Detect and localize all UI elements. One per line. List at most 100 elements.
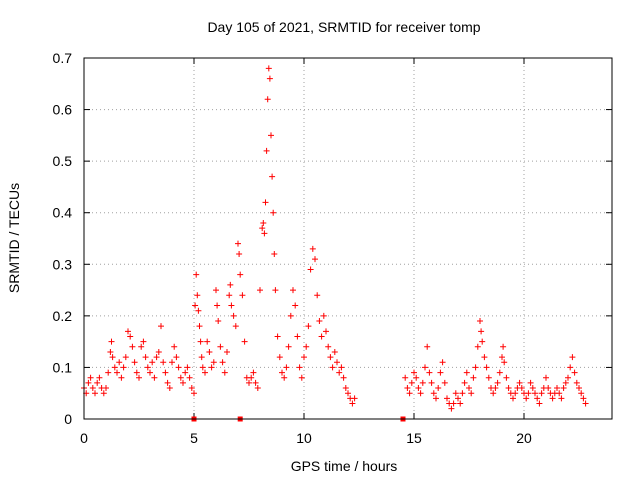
data-point (100, 390, 107, 397)
y-tick-label: 0.3 (53, 256, 73, 272)
data-point (562, 379, 569, 386)
data-point (351, 395, 358, 402)
data-point (96, 374, 103, 381)
data-point (191, 390, 197, 397)
data-point (285, 343, 292, 350)
data-point (237, 271, 244, 278)
data-point (198, 354, 205, 361)
data-point (463, 369, 470, 376)
data-point (560, 385, 567, 392)
data-point (340, 374, 347, 381)
data-point (481, 354, 488, 361)
data-point (248, 374, 255, 381)
data-point (265, 65, 272, 72)
data-point (210, 359, 217, 366)
data-point (444, 395, 450, 402)
data-point (182, 369, 189, 376)
x-tick-label: 15 (406, 430, 422, 446)
data-point (103, 385, 109, 392)
data-point (144, 364, 151, 371)
data-point (257, 287, 263, 294)
data-point (461, 379, 468, 386)
data-point (228, 302, 235, 309)
data-point (424, 343, 431, 350)
data-point (573, 379, 580, 386)
data-point (116, 359, 123, 366)
x-axis-label: GPS time / hours (291, 458, 398, 474)
data-point (214, 302, 221, 309)
data-point (262, 199, 269, 206)
data-point (164, 379, 171, 386)
data-point (120, 364, 127, 371)
data-point (492, 385, 499, 392)
data-point (109, 354, 116, 361)
data-point (219, 359, 226, 366)
data-point (494, 379, 501, 386)
data-point (122, 354, 129, 361)
data-point (260, 220, 267, 227)
data-point (470, 374, 477, 381)
data-point (323, 328, 329, 335)
data-point (448, 405, 455, 412)
data-point (485, 374, 492, 381)
data-point (523, 395, 530, 402)
data-point (87, 374, 94, 381)
data-point (114, 369, 120, 376)
data-point (452, 390, 459, 397)
data-point (411, 369, 417, 376)
data-point (250, 369, 257, 376)
data-point (160, 359, 167, 366)
x-tick-label: 20 (516, 430, 532, 446)
data-point (518, 385, 525, 392)
data-point (85, 379, 92, 386)
data-point (320, 312, 327, 319)
data-point (151, 374, 158, 381)
data-point (437, 369, 444, 376)
data-point (272, 287, 279, 294)
data-point (166, 385, 173, 392)
y-tick-label: 0.2 (53, 308, 73, 324)
data-point (558, 395, 565, 402)
data-point (298, 374, 305, 381)
data-point (276, 354, 283, 361)
data-point (252, 379, 259, 386)
data-point (195, 307, 202, 314)
data-point (290, 287, 296, 294)
axis-ticks: 0 0.1 0.2 0.3 0.4 0.5 0.6 0.7 0 5 10 15 20 (53, 50, 612, 446)
data-point (345, 390, 351, 397)
data-point (510, 395, 516, 402)
x-tick-label: 5 (190, 430, 198, 446)
data-point (118, 374, 125, 381)
data-point (349, 400, 356, 407)
data-point (556, 390, 563, 397)
data-point (538, 390, 545, 397)
data-point (283, 364, 290, 371)
data-point (478, 328, 485, 335)
y-axis-label: SRMTID / TECUs (6, 183, 22, 293)
data-point (569, 354, 576, 361)
data-point (270, 209, 277, 216)
data-point (158, 323, 164, 330)
data-point (545, 385, 552, 392)
data-point (197, 338, 204, 345)
data-point (230, 312, 237, 319)
data-point (294, 333, 301, 340)
data-point (472, 364, 479, 371)
data-point (208, 364, 215, 371)
data-point (224, 348, 230, 355)
data-point (155, 348, 162, 355)
data-point (318, 333, 325, 340)
data-point (215, 318, 222, 325)
data-point (441, 379, 448, 386)
data-point (567, 364, 574, 371)
data-point (192, 302, 199, 309)
data-point (292, 302, 299, 309)
data-point (213, 287, 219, 294)
data-point (127, 333, 134, 340)
data-point (301, 354, 307, 361)
data-point (334, 359, 340, 366)
data-point (193, 271, 200, 278)
data-point (501, 359, 508, 366)
data-point (269, 173, 276, 180)
